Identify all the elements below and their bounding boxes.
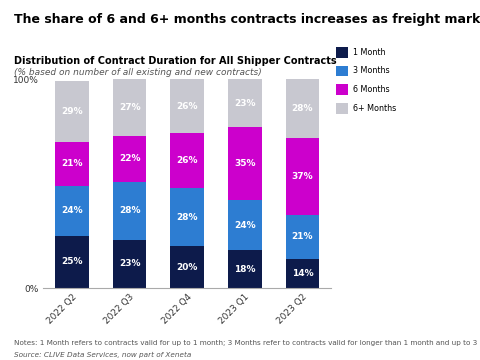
Text: 26%: 26% bbox=[177, 156, 198, 165]
Bar bbox=[228, 200, 262, 251]
Text: 6+ Months: 6+ Months bbox=[353, 104, 396, 113]
Text: 28%: 28% bbox=[119, 206, 140, 215]
Text: 25%: 25% bbox=[61, 257, 83, 266]
Bar bbox=[228, 127, 262, 200]
Text: 18%: 18% bbox=[234, 265, 255, 274]
Text: 35%: 35% bbox=[234, 159, 255, 168]
Text: 21%: 21% bbox=[61, 159, 83, 168]
Text: 28%: 28% bbox=[177, 212, 198, 221]
Text: 28%: 28% bbox=[292, 104, 313, 113]
Text: Notes: 1 Month refers to contracts valid for up to 1 month; 3 Months refer to co: Notes: 1 Month refers to contracts valid… bbox=[14, 340, 480, 346]
Bar bbox=[55, 81, 89, 142]
Bar bbox=[286, 259, 319, 288]
Text: 37%: 37% bbox=[291, 172, 313, 181]
Bar bbox=[55, 186, 89, 236]
Bar bbox=[228, 79, 262, 127]
Bar bbox=[286, 138, 319, 215]
Text: 1 Month: 1 Month bbox=[353, 48, 385, 57]
Bar bbox=[170, 246, 204, 288]
Text: 22%: 22% bbox=[119, 154, 140, 163]
Bar bbox=[286, 79, 319, 138]
Bar bbox=[55, 236, 89, 288]
Bar bbox=[113, 240, 146, 288]
Text: Source: CLIVE Data Services, now part of Xeneta: Source: CLIVE Data Services, now part of… bbox=[14, 352, 192, 358]
Text: 14%: 14% bbox=[291, 269, 313, 278]
Text: The share of 6 and 6+ months contracts increases as freight market normalizes: The share of 6 and 6+ months contracts i… bbox=[14, 13, 480, 26]
Bar bbox=[170, 79, 204, 134]
Bar bbox=[170, 134, 204, 188]
Text: 20%: 20% bbox=[177, 263, 198, 271]
Text: 27%: 27% bbox=[119, 103, 141, 112]
Bar bbox=[286, 215, 319, 259]
Bar bbox=[228, 251, 262, 288]
Bar bbox=[113, 136, 146, 181]
Text: 29%: 29% bbox=[61, 107, 83, 116]
Text: (% based on number of all existing and new contracts): (% based on number of all existing and n… bbox=[14, 68, 262, 77]
Bar bbox=[113, 79, 146, 136]
Text: 24%: 24% bbox=[234, 221, 256, 230]
Bar bbox=[170, 188, 204, 246]
Text: Distribution of Contract Duration for All Shipper Contracts: Distribution of Contract Duration for Al… bbox=[14, 56, 337, 66]
Text: 3 Months: 3 Months bbox=[353, 66, 389, 76]
Text: 24%: 24% bbox=[61, 206, 83, 215]
Text: 26%: 26% bbox=[177, 102, 198, 111]
Text: 23%: 23% bbox=[234, 99, 255, 108]
Text: 21%: 21% bbox=[292, 232, 313, 241]
Text: 6 Months: 6 Months bbox=[353, 85, 389, 94]
Bar bbox=[113, 181, 146, 240]
Bar bbox=[55, 142, 89, 186]
Text: 23%: 23% bbox=[119, 260, 140, 269]
